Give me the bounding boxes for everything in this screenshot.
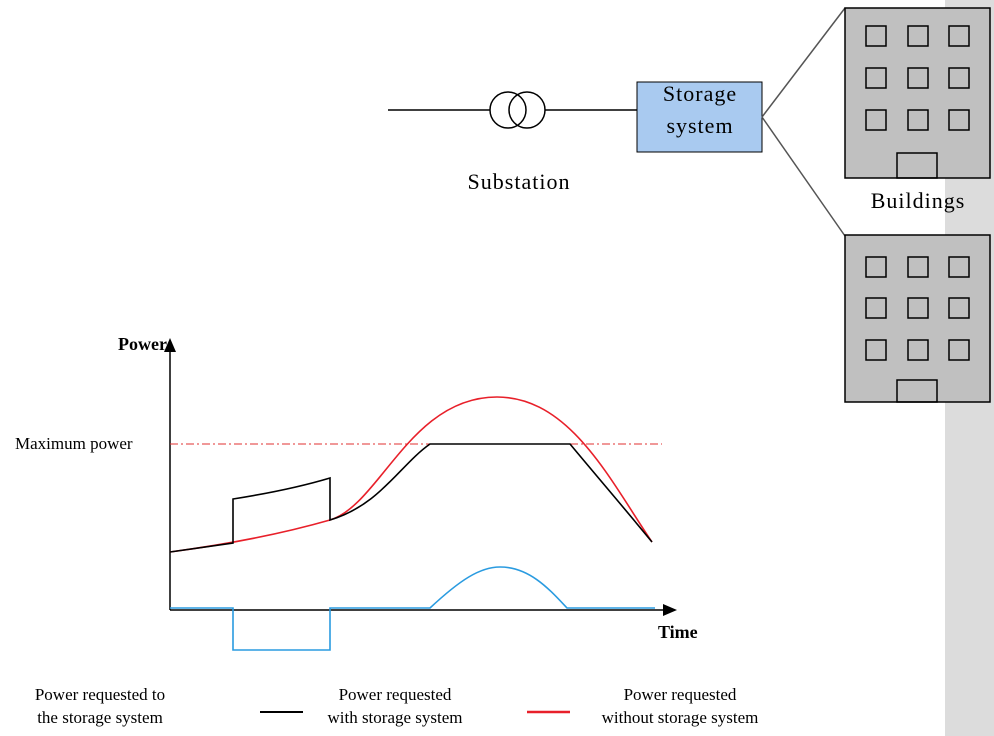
legend-label: with storage system bbox=[327, 708, 462, 727]
max-power-label: Maximum power bbox=[15, 434, 133, 453]
x-axis-arrow bbox=[663, 604, 677, 616]
legend-label: Power requested bbox=[624, 685, 737, 704]
buildings-label: Buildings bbox=[871, 188, 966, 213]
building bbox=[844, 234, 991, 403]
legend-label: Power requested to bbox=[35, 685, 165, 704]
storage-label: system bbox=[666, 113, 733, 138]
storage-label: Storage bbox=[663, 81, 737, 106]
transformer-coil bbox=[489, 91, 527, 129]
y-axis-label: Power bbox=[118, 334, 167, 354]
legend-label: the storage system bbox=[37, 708, 163, 727]
x-axis-label: Time bbox=[658, 622, 698, 642]
legend-label: without storage system bbox=[602, 708, 759, 727]
building bbox=[844, 7, 991, 179]
curve-storage bbox=[170, 566, 655, 651]
curve-without-storage bbox=[169, 396, 653, 553]
substation-label: Substation bbox=[468, 169, 571, 194]
transformer-coil bbox=[508, 91, 546, 129]
storage-box bbox=[636, 81, 763, 153]
link-line bbox=[761, 7, 846, 118]
curve-with-storage bbox=[169, 443, 653, 553]
y-axis-arrow bbox=[164, 338, 176, 352]
link-line bbox=[761, 116, 846, 237]
legend-label: Power requested bbox=[339, 685, 452, 704]
